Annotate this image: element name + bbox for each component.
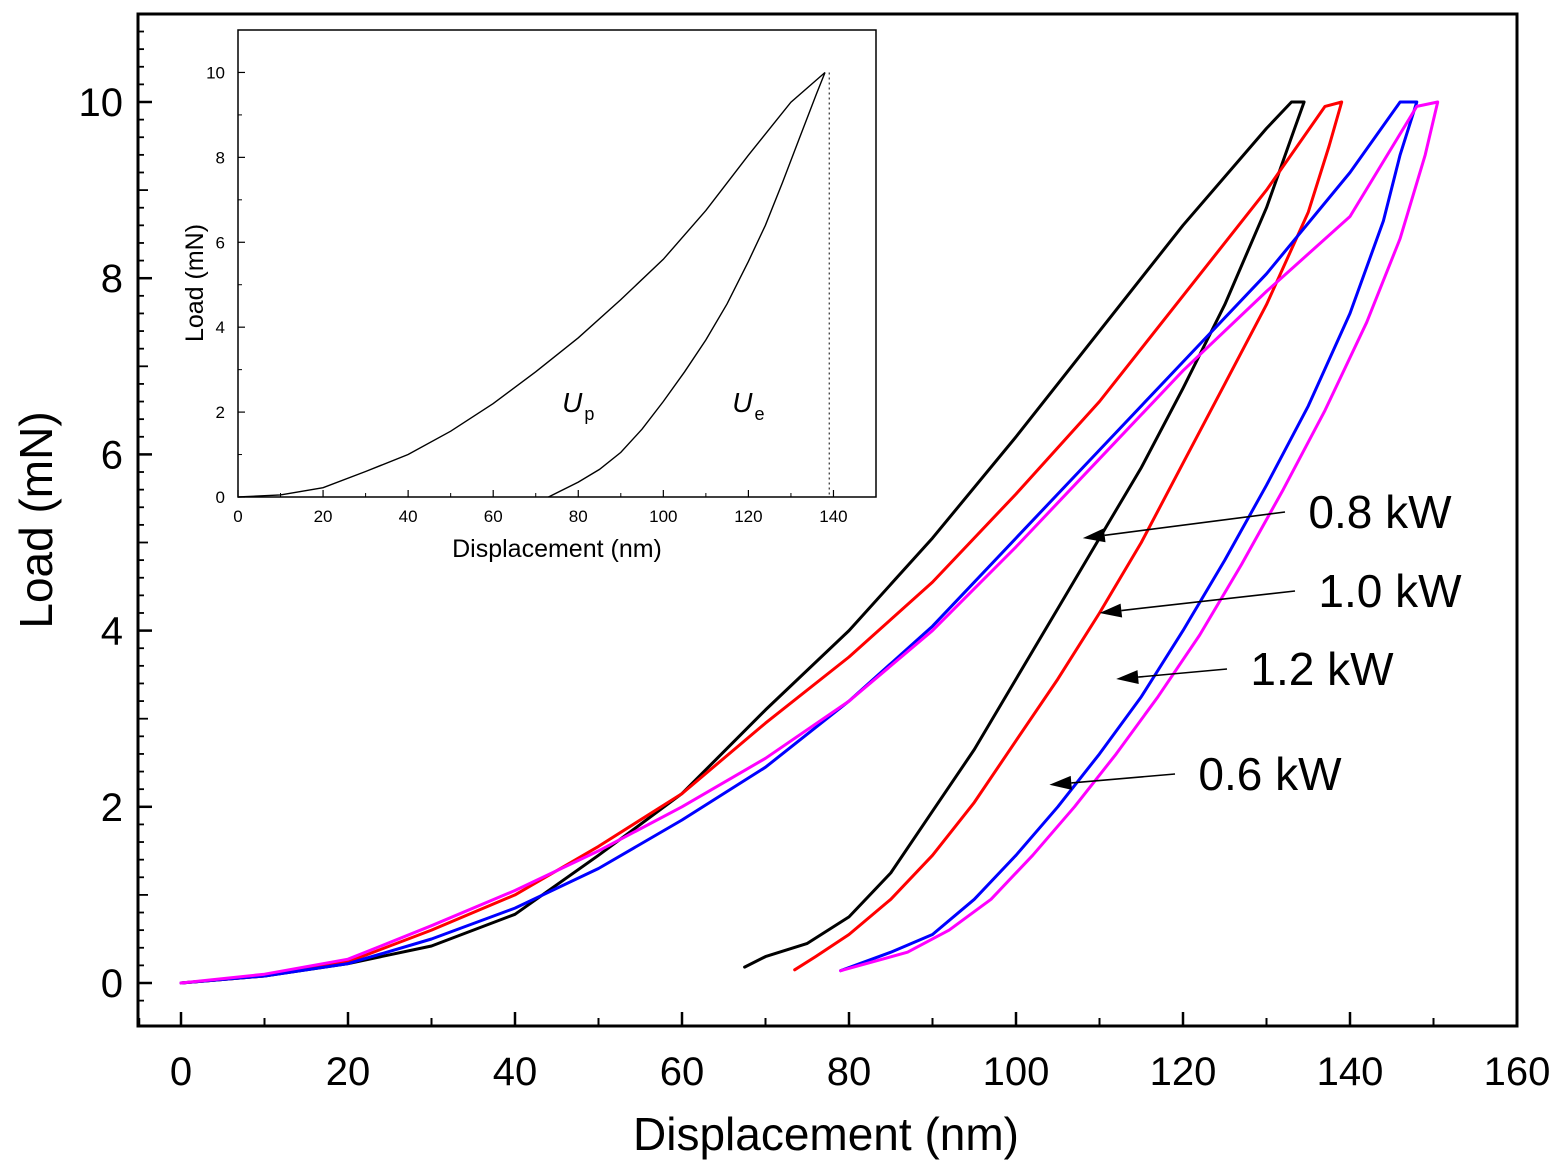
inset-x-tick-label: 0 [233,507,242,526]
y-tick-label: 0 [101,962,123,1006]
inset-x-tick-label: 80 [569,507,588,526]
x-tick-label: 40 [493,1050,538,1094]
inset-y-axis-title: Load (mN) [181,224,209,342]
series-0_8-kw [179,100,1306,985]
annotation-arrow [1121,590,1296,612]
annotation-label: 0.6 kW [1198,748,1342,800]
inset-y-tick-label: 0 [216,488,225,507]
x-tick-label: 0 [170,1050,192,1094]
annotation-arrow [1104,511,1286,537]
inset-plot-frame [237,29,877,498]
annotation-label: 0.8 kW [1308,486,1452,538]
annotation-arrow [1138,668,1228,678]
inset-loading-curve [237,71,826,498]
inset-x-tick-label: 100 [649,507,677,526]
main-annotations: 0.8 kW 1.0 kW 1.2 kW 0.6 kW [1049,486,1462,800]
inset-plot: 0 20 40 60 80 100 120 140 0 2 4 6 8 10 Displacement (… [181,29,877,563]
main-y-axis-title: Load (mN) [10,411,62,628]
annotation-arrowhead [1099,603,1123,618]
y-tick-label: 10 [79,81,124,125]
x-tick-label: 100 [983,1050,1050,1094]
y-tick-label: 6 [101,433,123,477]
series-1_2-kw [179,100,1419,985]
annotation-arrowhead [1049,775,1072,790]
y-tick-label: 4 [101,610,123,654]
x-tick-label: 140 [1317,1050,1384,1094]
inset-series-group [237,71,830,498]
x-tick-label: 120 [1150,1050,1217,1094]
inset-y-tick-label: 10 [206,63,225,82]
inset-y-tick-label: 6 [216,233,225,252]
inset-y-tick-label: 4 [216,318,225,337]
annotation-label: 1.2 kW [1250,643,1394,695]
inset-x-axis-title: Displacement (nm) [452,535,662,563]
inset-x-tick-label: 120 [734,507,762,526]
x-tick-label: 160 [1484,1050,1551,1094]
inset-x-tick-label: 60 [484,507,503,526]
main-series-group [179,100,1440,985]
series-1_0-kw [179,100,1344,985]
inset-x-tick-label: 140 [819,507,847,526]
y-tick-label: 8 [101,257,123,301]
x-tick-label: 80 [827,1050,872,1094]
inset-y-tick-label: 2 [216,403,225,422]
inset-x-tick-label: 40 [399,507,418,526]
inset-x-tick-label: 20 [314,507,333,526]
inset-axis-ticks: 0 20 40 60 80 100 120 140 0 2 4 6 8 10 [206,29,848,526]
series-0_6-kw [179,100,1440,985]
inset-unloading-curve [548,72,826,498]
main-x-axis-title: Displacement (nm) [633,1108,1019,1160]
annotation-arrowhead [1082,528,1106,543]
annotation-arrowhead [1116,670,1139,685]
annotation-label: 1.0 kW [1318,565,1462,617]
inset-y-tick-label: 8 [216,148,225,167]
x-tick-label: 60 [660,1050,705,1094]
y-tick-label: 2 [101,786,123,830]
x-tick-label: 20 [326,1050,371,1094]
main-plot-frame [136,12,1519,1028]
annotation-arrow [1071,773,1176,784]
